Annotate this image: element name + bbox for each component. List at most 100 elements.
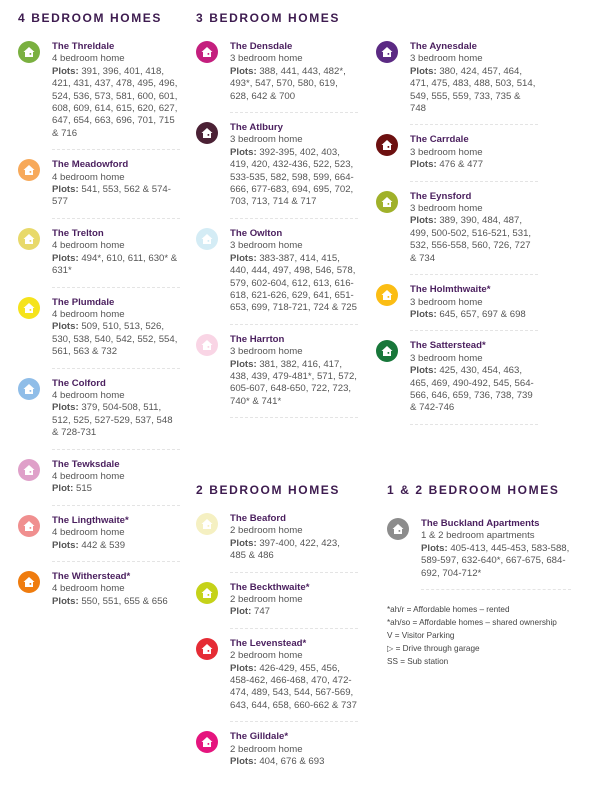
- house-icon: [196, 333, 218, 356]
- home-details: The Holmthwaite* 3 bedroom home Plots: 645…: [410, 284, 538, 332]
- plots-label: Plots:: [410, 215, 437, 227]
- plots-label: Plots:: [230, 537, 257, 549]
- plots-label: Plots:: [410, 308, 437, 320]
- home-plots: Plots: 379, 504-508, 511, 512, 525, 527-…: [52, 402, 180, 439]
- house-icon: [387, 518, 409, 540]
- home-type: 3 bedroom home: [230, 134, 303, 146]
- home-plots: Plots: 541, 553, 562 & 574-577: [52, 184, 180, 209]
- home-plots: Plots: 442 & 539: [52, 540, 180, 552]
- house-icon: [18, 514, 40, 537]
- home-plots: Plots: 388, 441, 443, 482*, 493*, 547, 5…: [230, 66, 358, 103]
- home-type-entry: The Threldale 4 bedroom home Plots: 391, 3…: [18, 41, 188, 151]
- plots-list: 426-429, 455, 456, 458-462, 466-468, 470…: [230, 662, 357, 711]
- home-details: The Aynesdale 3 bedroom home Plots: 380, 4…: [410, 41, 538, 126]
- home-details: The Trelton 4 bedroom home Plots: 494*, 61…: [52, 228, 180, 288]
- plots-label: Plots:: [52, 252, 79, 264]
- home-type-entry: The Gilldale* 2 bedroom home Plots: 404, 6…: [196, 731, 366, 777]
- section-heading: 2 BEDROOM HOMES: [196, 483, 341, 497]
- home-type-entry: The Meadowford 4 bedroom home Plots: 541, …: [18, 159, 188, 219]
- plots-list: 550, 551, 655 & 656: [81, 595, 168, 607]
- home-type: 3 bedroom home: [410, 53, 483, 65]
- home-name: The Trelton: [52, 227, 104, 239]
- section-4-bedroom: 4 BEDROOM HOMES The Threldale 4 bedroom ho…: [18, 10, 188, 626]
- home-details: The Levenstead* 2 bedroom home Plots: 426-…: [230, 638, 358, 723]
- plots-list: 388, 441, 443, 482*, 493*, 547, 570, 580…: [230, 65, 346, 102]
- house-icon: [376, 41, 398, 63]
- plots-list: 747: [254, 606, 271, 618]
- plots-label: Plots:: [52, 321, 79, 333]
- section-heading: 1 & 2 BEDROOM HOMES: [387, 483, 560, 497]
- home-plots: Plots: 509, 510, 513, 526, 530, 538, 540…: [52, 321, 180, 358]
- home-details: The Atlbury 3 bedroom home Plots: 392-395,…: [230, 122, 358, 219]
- home-type-entry: The Carrdale 3 bedroom home Plots: 476 & 4…: [376, 134, 546, 182]
- house-icon: [376, 190, 398, 213]
- house-icon: [18, 41, 40, 63]
- home-name: The Colford: [52, 377, 106, 389]
- plots-label: Plots:: [52, 402, 79, 414]
- home-name: The Beaford: [230, 513, 286, 524]
- plots-list: 515: [76, 483, 93, 495]
- legend-sub-station: SS = Sub station: [387, 657, 449, 667]
- home-type-entry: The Levenstead* 2 bedroom home Plots: 426-…: [196, 637, 366, 723]
- home-name: The Owlton: [230, 227, 283, 239]
- plots-list: 404, 676 & 693: [259, 756, 325, 768]
- home-details: The Satterstead* 3 bedroom home Plots: 425…: [410, 340, 538, 425]
- home-type: 2 bedroom home: [230, 650, 303, 662]
- middle-column: 3 BEDROOM HOMES The Densdale 3 bedroom hom…: [196, 10, 366, 787]
- legend-affordable-shared: *ah/so = Affordable homes – shared owner…: [387, 618, 557, 628]
- home-type: 3 bedroom home: [410, 352, 483, 364]
- home-type: 3 bedroom home: [230, 346, 303, 358]
- right-column: The Aynesdale 3 bedroom home Plots: 380, 4…: [376, 41, 597, 668]
- home-type-entry: The Aynesdale 3 bedroom home Plots: 380, 4…: [376, 41, 546, 126]
- home-plots: Plots: 380, 424, 457, 464, 471, 475, 483…: [410, 66, 538, 116]
- section-1-2-bedroom: 1 & 2 BEDROOM HOMES The Buckland Apartmen…: [387, 482, 597, 599]
- home-name: The Eynsford: [410, 190, 472, 202]
- house-icon: [376, 134, 398, 157]
- plots-label: Plots:: [230, 252, 257, 264]
- home-plots: Plot: 515: [52, 483, 180, 495]
- home-type: 2 bedroom home: [230, 594, 303, 606]
- section-3-bedroom-continued: The Aynesdale 3 bedroom home Plots: 380, 4…: [376, 41, 546, 482]
- home-type-entry: The Buckland Apartments 1 & 2 bedroom apa…: [387, 518, 597, 591]
- section-heading: 3 BEDROOM HOMES: [196, 11, 341, 25]
- plots-label: Plots:: [230, 756, 257, 768]
- home-type-entry: The Satterstead* 3 bedroom home Plots: 425…: [376, 340, 546, 425]
- home-plots: Plots: 397-400, 422, 423, 485 & 486: [230, 538, 358, 563]
- house-icon: [196, 227, 218, 250]
- house-icon: [376, 340, 398, 363]
- home-plots: Plot: 747: [230, 606, 358, 618]
- house-icon: [376, 284, 398, 307]
- plots-list: 509, 510, 513, 526, 530, 538, 540, 542, …: [52, 321, 178, 358]
- home-details: The Meadowford 4 bedroom home Plots: 541, …: [52, 159, 180, 219]
- home-name: The Densdale: [230, 41, 293, 52]
- legend: *ah/r = Affordable homes – rented *ah/so…: [387, 603, 597, 668]
- home-name: The Harrton: [230, 333, 285, 345]
- home-details: The Densdale 3 bedroom home Plots: 388, 44…: [230, 41, 358, 114]
- home-name: The Lingthwaite*: [52, 514, 129, 526]
- house-icon: [18, 377, 40, 400]
- plots-list: 494*, 610, 611, 630* & 631*: [52, 252, 178, 277]
- plots-label: Plots:: [410, 65, 437, 77]
- home-type-entry: The Beaford 2 bedroom home Plots: 397-400,…: [196, 513, 366, 573]
- home-details: The Plumdale 4 bedroom home Plots: 509, 51…: [52, 297, 180, 369]
- plots-list: 425, 430, 454, 463, 465, 469, 490-492, 5…: [410, 365, 534, 414]
- plots-list: 389, 390, 484, 487, 499, 500-502, 516-52…: [410, 215, 532, 264]
- house-icon: [18, 571, 40, 593]
- home-name: The Aynesdale: [410, 41, 478, 52]
- plots-list: 645, 657, 697 & 698: [439, 308, 526, 320]
- home-plots: Plots: 391, 396, 401, 418, 421, 431, 437…: [52, 66, 180, 140]
- house-icon: [196, 581, 218, 604]
- home-type: 4 bedroom home: [52, 171, 125, 183]
- home-type-entry: The Lingthwaite* 4 bedroom home Plots: 442…: [18, 514, 188, 562]
- plots-label: Plots:: [230, 358, 257, 370]
- home-type-entry: The Tewksdale 4 bedroom home Plot: 515: [18, 458, 188, 506]
- home-type: 3 bedroom home: [230, 240, 303, 252]
- plots-list: 383-387, 414, 415, 440, 444, 497, 498, 5…: [230, 252, 357, 314]
- house-icon: [196, 637, 218, 660]
- home-type-entry: The Harrton 3 bedroom home Plots: 381, 382…: [196, 333, 366, 419]
- house-icon: [196, 122, 218, 145]
- plots-label: Plots:: [410, 365, 437, 377]
- plots-label: Plots:: [230, 65, 257, 77]
- home-type: 3 bedroom home: [410, 203, 483, 215]
- home-type: 4 bedroom home: [52, 240, 125, 252]
